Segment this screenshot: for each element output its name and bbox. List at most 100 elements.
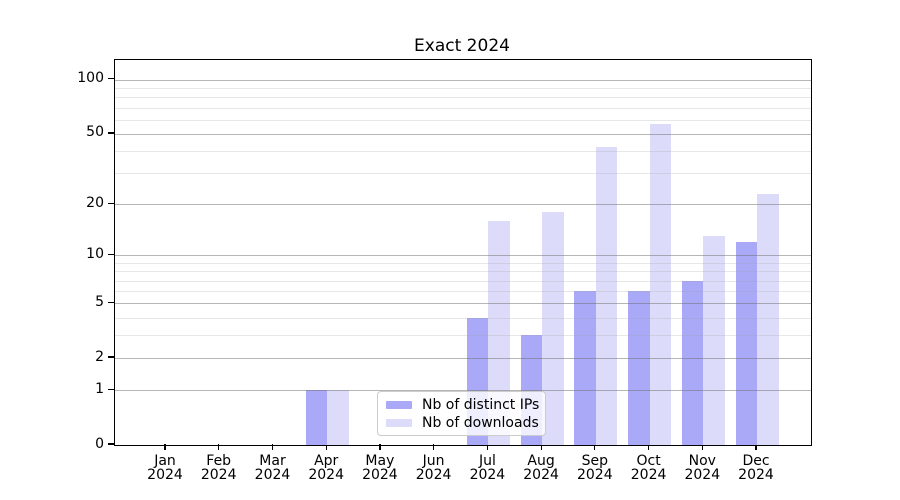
x-tick-mark (433, 444, 435, 450)
y-tick-mark (107, 202, 114, 204)
minor-gridline (115, 262, 811, 264)
y-tick-mark (107, 78, 114, 80)
month-year: 2024 (415, 467, 452, 483)
month-year: 2024 (469, 467, 506, 483)
major-gridline (115, 204, 811, 206)
x-tick-label-feb: Feb 2024 (191, 453, 247, 483)
y-tick-label-10: 10 (86, 245, 104, 262)
month-name: Oct (636, 452, 661, 469)
minor-gridline (115, 97, 811, 99)
major-gridline (115, 79, 811, 82)
legend-swatch (386, 419, 412, 427)
legend-swatch (386, 401, 412, 409)
bar-downloads-dec (757, 193, 779, 445)
month-name: Sep (581, 452, 608, 469)
y-tick-label-20: 20 (86, 194, 104, 211)
x-tick-mark (594, 444, 596, 450)
month-year: 2024 (362, 467, 398, 483)
month-year: 2024 (576, 467, 613, 483)
x-tick-label-jan: Jan 2024 (137, 452, 193, 483)
y-tick-label-0: 0 (95, 435, 104, 452)
x-tick-mark (647, 444, 650, 450)
x-tick-label-jul: Jul 2024 (459, 452, 515, 483)
bar-distinct-ips-dec (735, 242, 757, 445)
x-tick-label-sep: Sep 2024 (567, 452, 623, 483)
x-tick-label-aug: Aug 2024 (513, 453, 569, 483)
x-tick-label-may: May 2024 (352, 452, 408, 483)
bar-downloads-oct (649, 123, 672, 445)
minor-gridline (115, 291, 811, 293)
y-tick-label-5: 5 (95, 293, 104, 310)
y-tick-mark (107, 443, 114, 445)
bar-downloads-jul (488, 220, 510, 445)
minor-gridline (115, 317, 811, 319)
minor-gridline (115, 151, 811, 153)
month-name: Apr (314, 452, 339, 469)
month-year: 2024 (200, 467, 237, 483)
x-tick-label-dec: Dec 2024 (728, 452, 784, 483)
y-tick-mark (107, 253, 114, 255)
month-year: 2024 (684, 467, 721, 483)
x-tick-label-apr: Apr 2024 (298, 452, 354, 483)
major-gridline (115, 358, 811, 360)
month-name: Dec (742, 452, 770, 469)
bar-downloads-aug (542, 212, 564, 445)
y-tick-mark (107, 356, 114, 358)
bar-downloads-sep (595, 147, 618, 445)
x-tick-label-mar: Mar 2024 (245, 452, 301, 483)
month-year: 2024 (254, 467, 291, 483)
x-tick-mark (271, 444, 274, 450)
minor-gridline (115, 280, 811, 282)
x-tick-mark (540, 444, 542, 450)
x-tick-mark (755, 444, 757, 450)
bar-distinct-ips-oct (628, 291, 650, 445)
x-tick-mark (379, 444, 381, 450)
month-year: 2024 (147, 467, 183, 483)
minor-gridline (115, 173, 811, 175)
y-tick-label-2: 2 (95, 348, 104, 365)
minor-gridline (115, 335, 811, 337)
y-tick-mark (107, 388, 114, 390)
month-name: Nov (688, 452, 716, 469)
minor-gridline (115, 119, 811, 121)
y-tick-label-100: 100 (77, 70, 104, 87)
month-name: May (365, 452, 395, 469)
bar-downloads-apr (327, 390, 349, 445)
x-tick-mark (325, 444, 327, 450)
major-gridline (115, 390, 811, 392)
month-year: 2024 (523, 467, 559, 483)
month-year: 2024 (308, 467, 344, 483)
bar-downloads-nov (703, 236, 725, 445)
chart-title: Exact 2024 (414, 36, 510, 56)
x-tick-label-oct: Oct 2024 (621, 452, 677, 483)
y-tick-label-50: 50 (86, 124, 104, 141)
month-year: 2024 (630, 467, 667, 483)
legend-row-distinct-ips: Nb of distinct IPs (378, 396, 545, 414)
x-tick-mark (486, 444, 488, 450)
minor-gridline (115, 271, 811, 273)
legend-row-downloads: Nb of downloads (378, 414, 545, 432)
plot-area (114, 59, 812, 446)
legend-box: Nb of distinct IPs Nb of downloads (377, 391, 546, 436)
major-gridline (115, 133, 811, 136)
bar-distinct-ips-apr (305, 390, 328, 445)
legend-label: Nb of downloads (422, 415, 539, 431)
y-tick-mark (107, 132, 114, 134)
x-tick-label-jun: Jun 2024 (406, 452, 462, 483)
minor-gridline (115, 88, 811, 90)
bar-distinct-ips-nov (681, 280, 704, 445)
month-name: Jun (422, 452, 445, 469)
x-tick-mark (218, 444, 220, 450)
legend-label: Nb of distinct IPs (422, 397, 540, 413)
month-name: Jul (478, 452, 496, 469)
major-gridline (115, 255, 811, 257)
month-name: Mar (259, 452, 286, 469)
minor-gridline (115, 107, 811, 109)
month-name: Jan (154, 452, 176, 469)
y-tick-label-1: 1 (95, 380, 104, 397)
month-year: 2024 (738, 467, 774, 483)
y-tick-mark (107, 301, 114, 303)
bar-distinct-ips-sep (574, 291, 596, 445)
x-tick-mark (164, 444, 166, 450)
